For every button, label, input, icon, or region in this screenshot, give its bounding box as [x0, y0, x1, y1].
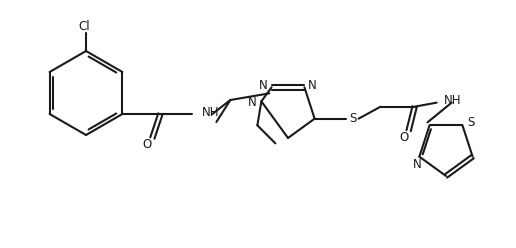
- Text: N: N: [413, 158, 422, 171]
- Text: NH: NH: [444, 94, 461, 107]
- Text: O: O: [399, 131, 408, 144]
- Text: N: N: [259, 79, 268, 92]
- Text: N: N: [248, 96, 257, 109]
- Text: Cl: Cl: [78, 20, 90, 32]
- Text: S: S: [467, 116, 474, 129]
- Text: S: S: [349, 112, 357, 125]
- Text: O: O: [143, 138, 152, 152]
- Text: NH: NH: [202, 106, 220, 120]
- Text: N: N: [308, 79, 317, 92]
